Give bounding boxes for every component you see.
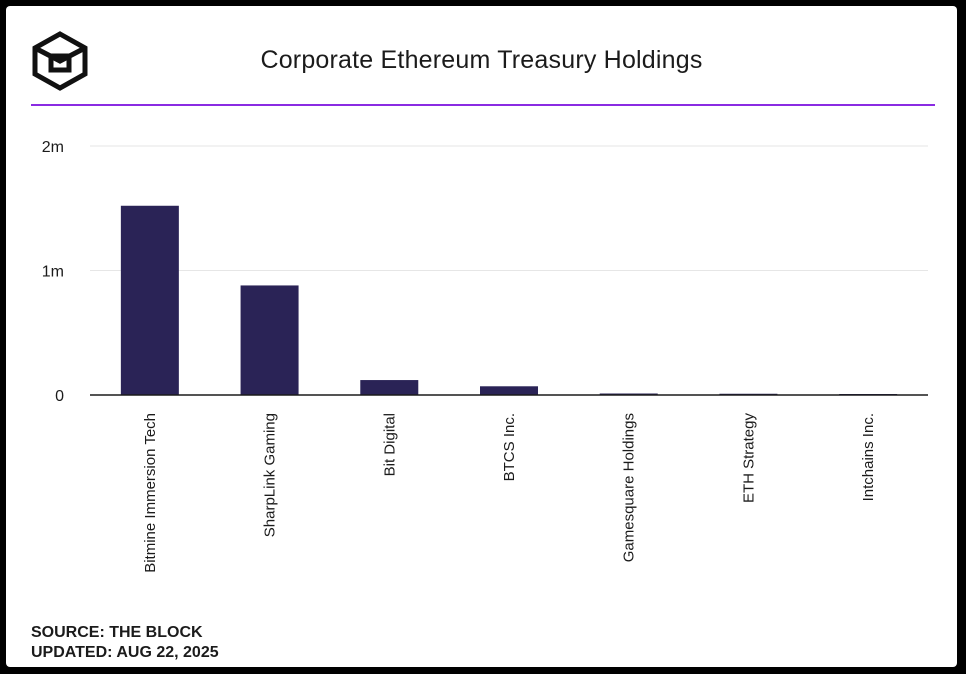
bar	[120, 205, 179, 395]
x-tick-label: SharpLink Gaming	[262, 413, 279, 537]
y-tick-label: 2m	[42, 139, 64, 156]
x-tick-label: Intchains Inc.	[860, 413, 877, 501]
chart-footer: SOURCE: THE BLOCK UPDATED: AUG 22, 2025	[31, 623, 219, 663]
bar	[240, 285, 299, 395]
bar	[480, 386, 538, 395]
bar	[360, 380, 419, 395]
bar-chart: 0 1m 2m Bitmine Immersion Tech SharpLink Gam…	[42, 139, 928, 573]
the-block-logo-icon	[31, 30, 89, 92]
title-divider	[31, 104, 935, 106]
x-tick-label: Bitmine Immersion Tech	[142, 413, 159, 573]
x-tick-label: Gamesquare Holdings	[621, 413, 638, 562]
x-tick-label: Bit Digital	[381, 413, 398, 476]
x-tick-label: ETH Strategy	[740, 413, 757, 504]
updated-label: UPDATED: AUG 22, 2025	[31, 644, 219, 661]
x-tick-label: BTCS Inc.	[501, 413, 518, 481]
chart-card: Corporate Ethereum Treasury Holdings 0 1m…	[6, 6, 957, 667]
y-tick-label: 0	[55, 388, 64, 405]
source-label: SOURCE: THE BLOCK	[31, 624, 203, 641]
y-tick-label: 1m	[42, 264, 64, 281]
chart-title: Corporate Ethereum Treasury Holdings	[260, 46, 703, 74]
